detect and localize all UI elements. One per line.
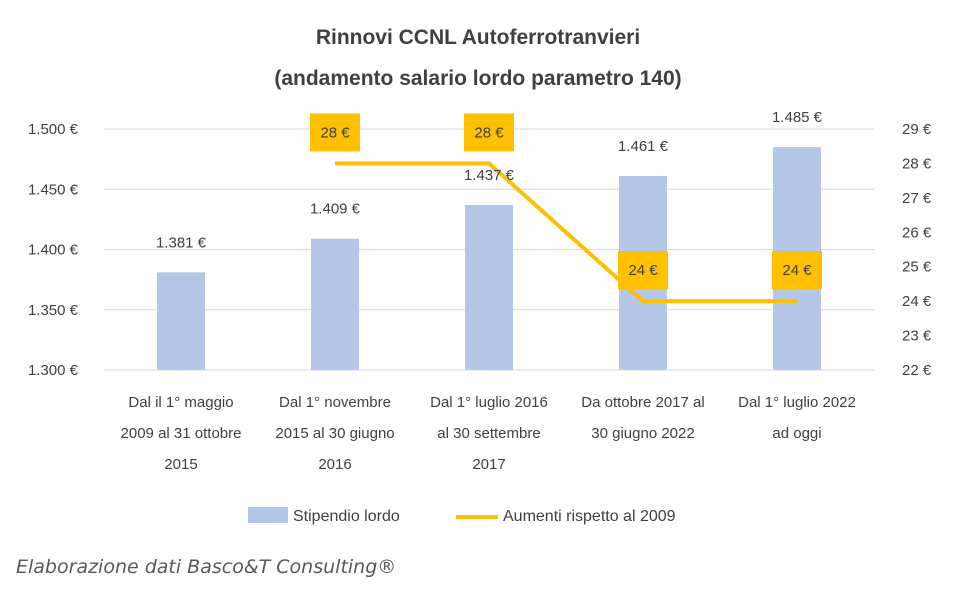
line-value-badge (464, 113, 514, 152)
line-series (335, 161, 797, 304)
legend-label-line: Aumenti rispetto al 2009 (503, 508, 676, 525)
right-tick-label: 22 € (902, 362, 932, 379)
legend: Stipendio lordo Aumenti rispetto al 2009 (248, 507, 676, 525)
line-value-badge (618, 251, 668, 290)
right-tick-label: 27 € (902, 190, 932, 207)
left-tick-label: 1.450 € (28, 181, 79, 198)
category-label: Dal 1° novembre (279, 394, 391, 411)
line-value-badge (310, 113, 360, 152)
line-value-label: 24 € (782, 262, 812, 279)
category-label: Dal 1° luglio 2016 (430, 394, 548, 411)
bar-value-label: 1.437 € (464, 167, 515, 184)
bar-value-label: 1.381 € (156, 234, 207, 251)
category-label: 2015 al 30 giugno (275, 425, 394, 442)
right-tick-label: 24 € (902, 293, 932, 310)
category-label: ad oggi (772, 425, 821, 442)
category-label: al 30 settembre (437, 425, 540, 442)
bar-value-label: 1.461 € (618, 138, 669, 155)
bar (465, 204, 513, 370)
category-label: Dal il 1° maggio (128, 394, 233, 411)
category-label: Da ottobre 2017 al (581, 394, 704, 411)
category-label: 30 giugno 2022 (591, 425, 694, 442)
right-axis: 22 € 23 € 24 € 25 € 26 € 27 € 28 € 29 € (902, 121, 932, 379)
bar (157, 272, 205, 370)
left-tick-label: 1.400 € (28, 242, 79, 259)
data-labels: 1.381 € 1.409 € 1.437 € 1.461 € 1.485 € 28 € 2… (156, 109, 823, 290)
bar-value-label: 1.409 € (310, 201, 361, 218)
right-tick-label: 29 € (902, 121, 932, 138)
right-tick-label: 23 € (902, 328, 932, 345)
legend-label-bar: Stipendio lordo (293, 508, 400, 525)
line-path (335, 161, 797, 304)
right-tick-label: 28 € (902, 155, 932, 172)
category-label: 2015 (164, 456, 197, 473)
left-tick-label: 1.500 € (28, 121, 79, 138)
category-label: 2016 (318, 456, 351, 473)
right-tick-label: 26 € (902, 224, 932, 241)
left-axis: 1.300 € 1.350 € 1.400 € 1.450 € 1.500 € (28, 121, 79, 379)
bar-value-label: 1.485 € (772, 109, 823, 126)
chart-title: Rinnovi CCNL Autoferrotranvieri (316, 26, 640, 49)
line-value-label: 28 € (320, 124, 350, 141)
left-tick-label: 1.350 € (28, 302, 79, 319)
bar (311, 238, 359, 370)
source-caption: Elaborazione dati Basco&T Consulting® (16, 556, 397, 578)
line-value-label: 28 € (474, 124, 504, 141)
legend-swatch-bar (248, 507, 288, 523)
line-value-badge (772, 251, 822, 290)
category-label: 2009 al 31 ottobre (121, 425, 242, 442)
left-tick-label: 1.300 € (28, 362, 79, 379)
chart-subtitle: (andamento salario lordo parametro 140) (274, 67, 681, 90)
category-axis: Dal il 1° maggio 2009 al 31 ottobre 2015 Da… (104, 369, 874, 473)
line-value-label: 24 € (628, 262, 658, 279)
right-tick-label: 25 € (902, 259, 932, 276)
category-label: 2017 (472, 456, 505, 473)
category-label: Dal 1° luglio 2022 (738, 394, 856, 411)
